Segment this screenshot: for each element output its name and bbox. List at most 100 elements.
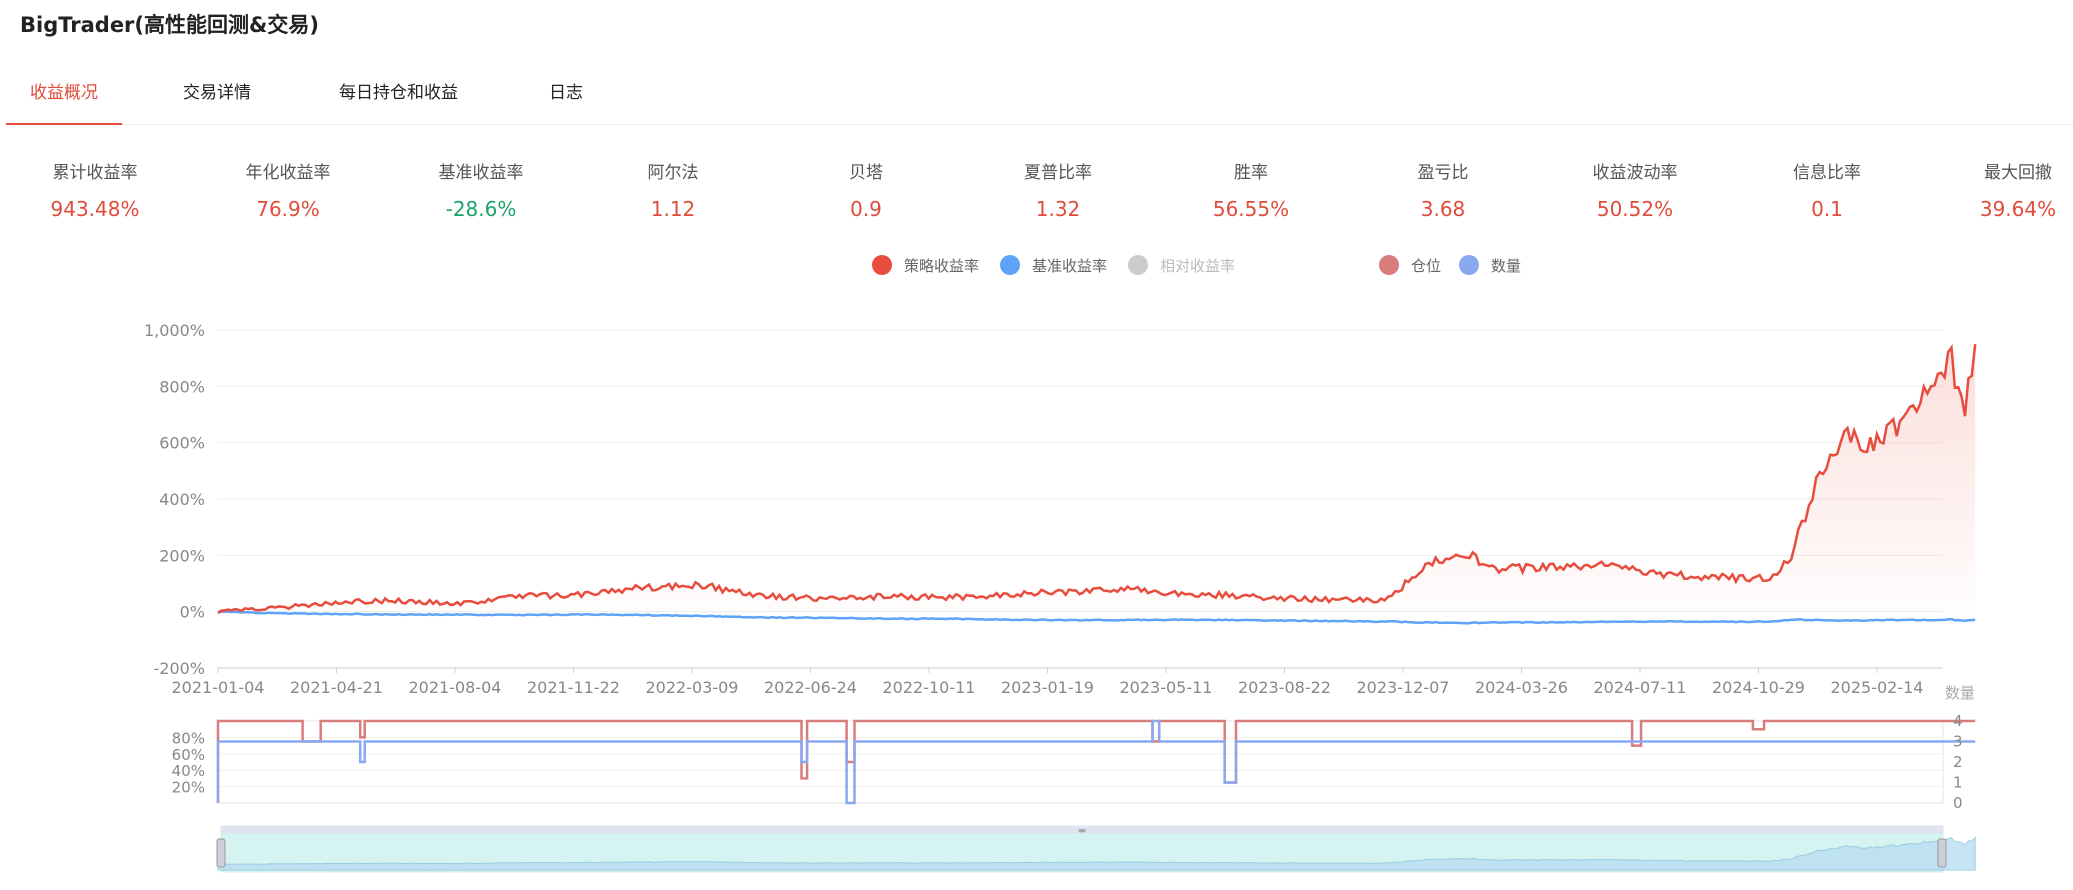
legend-position[interactable]: 仓位 bbox=[1379, 253, 1441, 277]
benchmark-series-line bbox=[217, 610, 1976, 625]
main-x-tick-label: 2023-12-07 bbox=[1357, 678, 1450, 697]
main-x-tick-label: 2021-08-04 bbox=[409, 678, 502, 697]
main-y-tick-label: 200% bbox=[159, 546, 205, 565]
app-title: BigTrader(高性能回测&交易) bbox=[20, 13, 319, 37]
tab-daily-positions[interactable]: 每日持仓和收益 bbox=[339, 80, 458, 125]
sub-y2-axis-title: 数量 bbox=[1945, 684, 1975, 702]
main-y-tick-label: 600% bbox=[159, 434, 205, 453]
metric-value: -28.6% bbox=[445, 197, 517, 221]
metric-cumulative-return: 累计收益率 943.48% bbox=[0, 158, 195, 221]
main-x-tick-label: 2024-07-11 bbox=[1594, 678, 1687, 697]
metric-label: 基准收益率 bbox=[438, 163, 524, 183]
strategy-area bbox=[218, 344, 1976, 614]
main-y-tick-label: -200% bbox=[153, 659, 205, 678]
main-x-tick-label: 2021-01-04 bbox=[172, 678, 265, 697]
sub-y2-tick-label: 4 bbox=[1953, 712, 1963, 730]
main-x-tick-label: 2022-03-09 bbox=[646, 678, 739, 697]
zoom-slider-preview bbox=[217, 836, 1976, 871]
metric-label: 收益波动率 bbox=[1592, 163, 1678, 183]
legend-benchmark-return[interactable]: 基准收益率 bbox=[1000, 253, 1107, 277]
metric-label: 信息比率 bbox=[1793, 163, 1861, 183]
metric-label: 阿尔法 bbox=[647, 163, 699, 183]
tab-daily-positions-label: 每日持仓和收益 bbox=[339, 83, 458, 103]
main-y-tick-label: 0% bbox=[180, 603, 205, 622]
metric-value: 1.32 bbox=[1035, 197, 1081, 221]
sub-y-tick-label: 80% bbox=[172, 729, 205, 747]
main-x-tick-label: 2023-08-22 bbox=[1238, 678, 1331, 697]
legend-position-dot bbox=[1379, 255, 1399, 275]
metric-profit-loss-ratio: 盈亏比 3.68 bbox=[1343, 158, 1543, 221]
zoom-handle-left[interactable] bbox=[216, 838, 226, 868]
main-y-tick-label: 1,000% bbox=[144, 321, 205, 340]
main-x-tick-label: 2025-02-14 bbox=[1831, 678, 1924, 697]
metric-information-ratio: 信息比率 0.1 bbox=[1727, 158, 1927, 221]
sub-y2-tick-label: 0 bbox=[1953, 794, 1963, 812]
tab-trade-details[interactable]: 交易详情 bbox=[183, 80, 251, 125]
legend-relative-label: 相对收益率 bbox=[1160, 256, 1236, 275]
legend-relative-dot bbox=[1128, 255, 1148, 275]
zoom-handle-right[interactable] bbox=[1937, 838, 1947, 868]
metric-benchmark-return: 基准收益率 -28.6% bbox=[381, 158, 581, 221]
sub-y-tick-label: 60% bbox=[172, 746, 205, 764]
main-x-axis: 2021-01-04 2021-04-21 2021-08-04 2021-11-22… bbox=[172, 668, 1924, 697]
zoom-slider[interactable]: ▬ bbox=[216, 825, 1976, 873]
metric-value: 0.1 bbox=[1811, 197, 1843, 221]
main-x-tick-label: 2024-10-29 bbox=[1712, 678, 1805, 697]
metric-label: 夏普比率 bbox=[1024, 163, 1092, 183]
main-x-tick-label: 2022-06-24 bbox=[764, 678, 857, 697]
legend-quantity-dot bbox=[1459, 255, 1479, 275]
legend-strategy-return[interactable]: 策略收益率 bbox=[872, 253, 979, 277]
sub-y-axis-left: 20%40%60%80% bbox=[172, 729, 205, 796]
metric-value: 76.9% bbox=[256, 197, 320, 221]
main-x-tick-label: 2023-05-11 bbox=[1120, 678, 1213, 697]
tab-trade-details-label: 交易详情 bbox=[183, 83, 251, 103]
metric-label: 累计收益率 bbox=[52, 163, 138, 183]
main-y-tick-label: 800% bbox=[159, 377, 205, 396]
metric-value: 56.55% bbox=[1212, 197, 1290, 221]
legend-relative-return[interactable]: 相对收益率 bbox=[1128, 253, 1235, 277]
sub-y-tick-label: 20% bbox=[172, 779, 205, 797]
main-x-tick-label: 2024-03-26 bbox=[1475, 678, 1568, 697]
tab-logs-label: 日志 bbox=[549, 83, 583, 103]
legend-strategy-label: 策略收益率 bbox=[904, 256, 980, 275]
tab-overview[interactable]: 收益概况 bbox=[6, 80, 122, 125]
sub-y-axis-right: 0 1 2 3 4 bbox=[1953, 712, 1963, 812]
metric-sharpe-ratio: 夏普比率 1.32 bbox=[958, 158, 1158, 221]
position-series-line bbox=[216, 719, 1976, 803]
tab-bar: 收益概况 交易详情 每日持仓和收益 日志 bbox=[6, 80, 2073, 125]
legend-quantity-label: 数量 bbox=[1491, 256, 1522, 275]
sub-y-tick-label: 40% bbox=[172, 762, 205, 780]
metric-value: 1.12 bbox=[650, 197, 696, 221]
sub-chart-grid bbox=[217, 720, 1944, 804]
sub-y2-tick-label: 3 bbox=[1953, 733, 1963, 751]
sub-y2-tick-label: 2 bbox=[1953, 753, 1963, 771]
main-y-axis: -200% 0% 200% 400% 600% 800% 1,000% bbox=[144, 321, 205, 678]
main-x-tick-label: 2022-10-11 bbox=[883, 678, 976, 697]
metric-value: 0.9 bbox=[850, 197, 882, 221]
zoom-slider-top-bar[interactable] bbox=[221, 826, 1943, 834]
metric-return-volatility: 收益波动率 50.52% bbox=[1535, 158, 1735, 221]
strategy-series-line bbox=[217, 343, 1977, 615]
metric-max-drawdown: 最大回撤 39.64% bbox=[1918, 158, 2073, 221]
legend-position-label: 仓位 bbox=[1411, 256, 1442, 275]
legend-quantity[interactable]: 数量 bbox=[1459, 253, 1521, 277]
metric-value: 39.64% bbox=[1979, 197, 2057, 221]
main-x-tick-label: 2021-04-21 bbox=[290, 678, 383, 697]
metric-value: 943.48% bbox=[50, 197, 140, 221]
metric-beta: 贝塔 0.9 bbox=[766, 158, 966, 221]
main-x-tick-label: 2021-11-22 bbox=[527, 678, 620, 697]
metric-alpha: 阿尔法 1.12 bbox=[573, 158, 773, 221]
legend-strategy-dot bbox=[872, 255, 892, 275]
quantity-series-line bbox=[216, 719, 1976, 805]
metric-label: 年化收益率 bbox=[245, 163, 331, 183]
metric-annual-return: 年化收益率 76.9% bbox=[188, 158, 388, 221]
zoom-slider-grip[interactable]: ▬ bbox=[1078, 826, 1087, 836]
metric-label: 最大回撤 bbox=[1984, 163, 2052, 183]
metric-label: 胜率 bbox=[1234, 163, 1268, 183]
sub-y2-tick-label: 1 bbox=[1953, 774, 1963, 792]
tab-overview-label: 收益概况 bbox=[30, 83, 98, 103]
metric-win-rate: 胜率 56.55% bbox=[1151, 158, 1351, 221]
sub-chart-frame bbox=[217, 720, 1944, 804]
tab-logs[interactable]: 日志 bbox=[549, 80, 583, 125]
metric-label: 贝塔 bbox=[849, 163, 883, 183]
